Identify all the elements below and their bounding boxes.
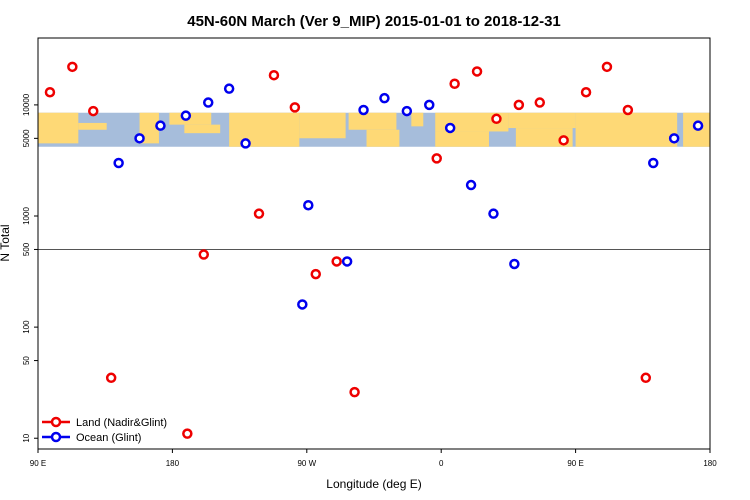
land-point (449, 78, 460, 89)
land-point (253, 208, 265, 219)
land-point (67, 61, 78, 73)
x-tick-label: 180 (166, 459, 180, 468)
land-point (349, 386, 360, 398)
legend-land-label: Land (Nadir&Glint) (76, 417, 167, 429)
legend-ocean-label: Ocean (Glint) (76, 432, 141, 444)
map-land-shape (169, 112, 212, 125)
map-land-shape (38, 112, 79, 144)
legend-land-marker (50, 416, 62, 428)
ocean-point (465, 179, 477, 191)
ocean-point (134, 133, 145, 144)
land-point (88, 105, 99, 117)
ocean-point (180, 110, 192, 121)
ocean-point (341, 256, 353, 267)
land-point (105, 372, 117, 384)
x-tick-label: 90 E (567, 459, 583, 468)
legend-ocean-marker (50, 431, 62, 443)
land-point (601, 61, 613, 73)
land-point (580, 86, 592, 98)
ocean-point (358, 104, 369, 116)
land-point (558, 135, 569, 146)
ocean-point (692, 120, 704, 131)
land-point (622, 104, 634, 116)
map-land-shape (411, 112, 424, 127)
legend: Land (Nadir&Glint) Ocean (Glint) (42, 416, 167, 444)
land-point (289, 102, 301, 113)
ocean-point (379, 92, 390, 104)
y-tick-label: 100 (22, 320, 31, 334)
land-point (198, 249, 210, 260)
world-map-band (38, 112, 710, 147)
land-point (640, 372, 652, 384)
ocean-point (444, 122, 456, 134)
y-tick-label: 50 (22, 356, 31, 365)
ocean-point (424, 99, 435, 111)
map-land-shape (229, 112, 300, 147)
ocean-point (509, 258, 520, 270)
land-point (310, 268, 322, 280)
map-land-shape (366, 129, 400, 147)
chart-title: 45N-60N March (Ver 9_MIP) 2015-01-01 to … (187, 13, 561, 30)
land-point (331, 256, 342, 267)
land-point (513, 99, 525, 111)
ocean-point (155, 120, 166, 131)
map-land-shape (508, 112, 576, 129)
x-axis: 90 E 180 90 W 0 90 E 180 (30, 449, 717, 468)
plot-frame (37, 37, 711, 450)
land-point (431, 153, 442, 164)
y-tick-label: 10 (22, 433, 31, 442)
map-land-shape (515, 128, 573, 147)
y-axis: 10 50 100 500 1000 5000 10000 (22, 93, 38, 443)
y-tick-label: 1000 (22, 207, 31, 225)
map-land-shape (139, 112, 159, 144)
map-land-shape (78, 122, 107, 130)
x-tick-label: 90 W (297, 459, 316, 468)
ocean-point (303, 199, 314, 211)
ocean-point (240, 138, 251, 149)
y-tick-label: 10000 (22, 93, 31, 116)
ocean-point (668, 133, 680, 144)
ocean-point (401, 105, 413, 117)
land-point (491, 113, 502, 125)
map-land-shape (435, 131, 489, 147)
land-point (182, 428, 193, 439)
ocean-point (202, 97, 214, 108)
data-points (44, 61, 704, 439)
ocean-point (488, 208, 499, 219)
x-tick-label: 0 (439, 459, 444, 468)
land-point (44, 86, 56, 98)
land-point (534, 97, 546, 108)
x-tick-label: 90 E (30, 459, 46, 468)
y-tick-label: 500 (22, 242, 31, 256)
map-land-shape (575, 112, 678, 147)
map-land-masses (38, 112, 710, 147)
ocean-point (223, 83, 235, 94)
ocean-point (648, 157, 659, 169)
x-axis-label: Longitude (deg E) (326, 477, 421, 491)
land-point (471, 66, 483, 77)
map-land-shape (299, 112, 346, 139)
land-point (268, 69, 280, 81)
x-tick-label: 180 (703, 459, 717, 468)
map-land-shape (184, 124, 221, 134)
y-axis-label: N Total (0, 224, 12, 261)
ocean-point (297, 299, 308, 310)
map-land-shape (348, 112, 397, 130)
y-tick-label: 5000 (22, 129, 31, 147)
ocean-point (113, 157, 124, 169)
